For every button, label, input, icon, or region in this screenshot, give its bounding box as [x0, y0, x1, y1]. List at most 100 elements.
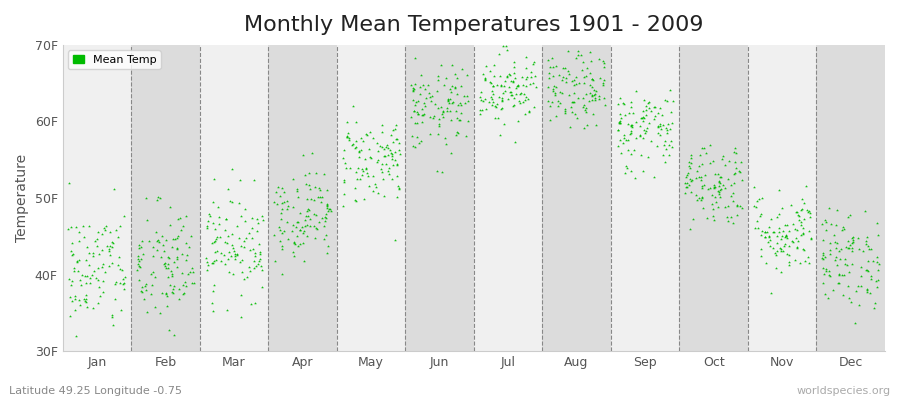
Point	[712, 178, 726, 184]
Point	[301, 206, 315, 212]
Point	[150, 238, 165, 244]
Point	[750, 198, 764, 204]
Point	[416, 81, 430, 88]
Point	[312, 186, 327, 193]
Point	[345, 142, 359, 148]
Point	[861, 245, 876, 252]
Point	[206, 260, 220, 266]
Point	[562, 123, 577, 130]
Point	[321, 242, 336, 249]
Point	[832, 248, 846, 255]
Point	[63, 313, 77, 319]
Point	[749, 204, 763, 210]
Point	[486, 82, 500, 89]
Point	[449, 75, 464, 82]
Point	[794, 207, 808, 214]
Point	[267, 232, 282, 238]
Point	[392, 186, 406, 192]
Point	[107, 281, 122, 288]
Point	[479, 63, 493, 69]
Point	[174, 226, 188, 233]
Point	[860, 267, 874, 273]
Point	[796, 231, 810, 237]
Point	[177, 279, 192, 285]
Point	[478, 76, 492, 82]
Point	[154, 233, 168, 239]
Point	[91, 277, 105, 283]
Point	[138, 283, 152, 289]
Point	[115, 276, 130, 282]
Point	[279, 198, 293, 205]
Point	[213, 258, 228, 265]
Point	[753, 211, 768, 218]
Point	[166, 244, 180, 250]
Point	[388, 157, 402, 163]
Point	[703, 160, 717, 166]
Point	[508, 90, 523, 97]
Point	[565, 109, 580, 115]
Point	[629, 135, 643, 141]
Point	[289, 219, 303, 225]
Point	[429, 168, 444, 174]
Point	[451, 102, 465, 108]
Point	[659, 125, 673, 132]
Point	[581, 98, 596, 104]
Point	[237, 244, 251, 250]
Point	[241, 230, 256, 237]
Point	[384, 151, 399, 158]
Point	[832, 272, 846, 278]
Point	[797, 258, 812, 264]
Point	[166, 236, 180, 242]
Point	[404, 82, 419, 88]
Point	[359, 166, 374, 172]
Point	[385, 139, 400, 146]
Point	[112, 254, 126, 260]
Point	[725, 190, 740, 196]
Point	[653, 105, 668, 111]
Point	[870, 259, 885, 266]
Point	[118, 274, 132, 280]
Point	[116, 286, 130, 292]
Point	[824, 273, 838, 279]
Point	[445, 100, 459, 106]
Point	[270, 201, 284, 207]
Point	[772, 210, 787, 217]
Point	[208, 249, 222, 256]
Point	[641, 154, 655, 160]
Point	[642, 119, 656, 126]
Point	[407, 85, 421, 92]
Point	[511, 83, 526, 90]
Point	[405, 88, 419, 94]
Point	[771, 187, 786, 193]
Point	[652, 130, 666, 136]
Point	[711, 170, 725, 177]
Point	[754, 195, 769, 201]
Point	[473, 89, 488, 95]
Point	[493, 73, 508, 80]
Point	[804, 236, 818, 242]
Point	[355, 172, 369, 178]
Point	[166, 290, 180, 296]
Point	[343, 165, 357, 172]
Point	[408, 120, 422, 126]
Point	[707, 185, 722, 192]
Point	[635, 168, 650, 174]
Point	[842, 242, 857, 248]
Point	[169, 235, 184, 241]
Point	[657, 142, 671, 148]
Point	[392, 147, 406, 154]
Point	[405, 87, 419, 94]
Point	[205, 220, 220, 226]
Point	[684, 152, 698, 158]
Point	[770, 240, 784, 246]
Point	[695, 195, 709, 201]
Point	[592, 96, 607, 102]
Point	[100, 243, 114, 249]
Point	[778, 222, 792, 228]
Point	[718, 185, 733, 192]
Point	[513, 90, 527, 96]
Point	[841, 214, 855, 220]
Point	[707, 193, 722, 200]
Point	[454, 83, 468, 90]
Point	[135, 238, 149, 244]
